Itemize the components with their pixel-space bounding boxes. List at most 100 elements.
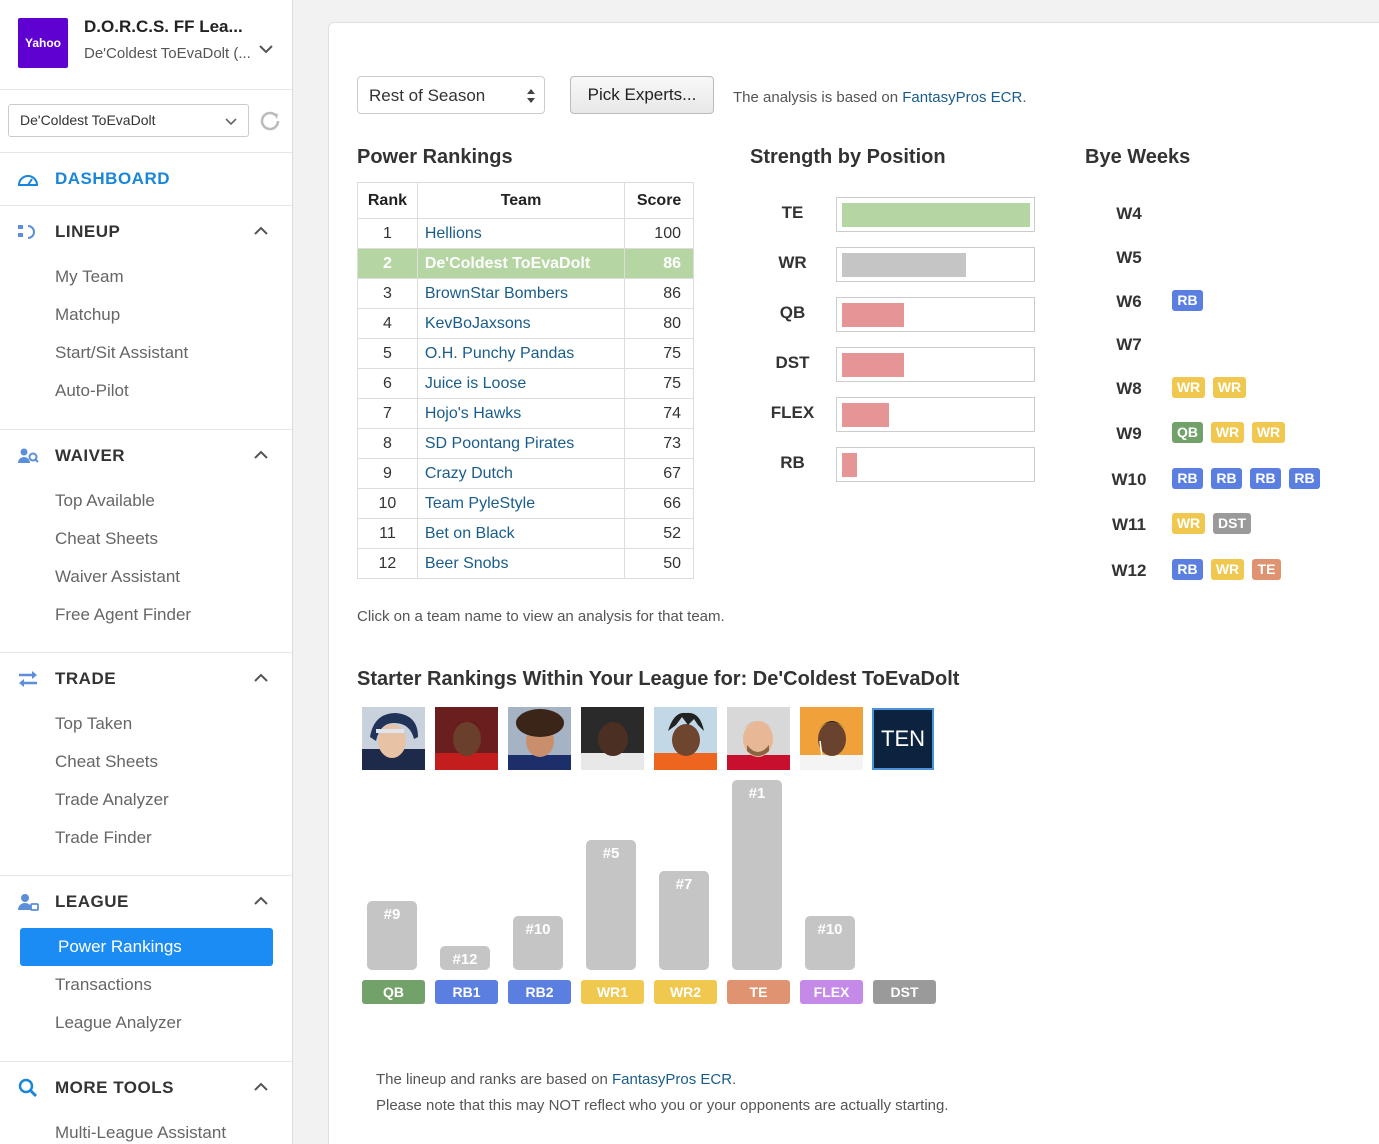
bye-position-tag: DST xyxy=(1213,513,1251,534)
nav-trade-header[interactable]: TRADE xyxy=(0,653,292,705)
rank-label-flex: #10 xyxy=(817,921,843,938)
strength-bar-track xyxy=(836,297,1035,332)
nav-item-multi-league-assistant[interactable]: Multi-League Assistant xyxy=(55,1123,227,1142)
nav-lineup-label: LINEUP xyxy=(55,222,121,241)
strength-label-te: TE xyxy=(781,203,804,222)
team-name-cell: Hojo's Hawks xyxy=(416,398,626,429)
dst-team-logo[interactable]: TEN xyxy=(872,708,934,770)
chevron-up-icon[interactable] xyxy=(251,224,271,238)
team-name-link[interactable]: Beer Snobs xyxy=(424,554,509,572)
season-select[interactable]: Rest of Season xyxy=(357,76,545,114)
nav-item-trade-cheat-sheets[interactable]: Cheat Sheets xyxy=(55,752,159,771)
team-name-link[interactable]: O.H. Punchy Pandas xyxy=(424,344,575,362)
league-switcher[interactable]: Yahoo D.O.R.C.S. FF Lea... De'Coldest To… xyxy=(0,0,292,90)
bye-position-tag: WR xyxy=(1211,559,1244,580)
bye-week-label: W7 xyxy=(1116,335,1142,354)
player-avatar[interactable] xyxy=(654,707,717,770)
swap-icon xyxy=(19,671,37,687)
fantasypros-ecr-link[interactable]: FantasyPros ECR xyxy=(902,89,1023,106)
chevron-down-icon[interactable] xyxy=(257,40,275,58)
bye-weeks-title: Bye Weeks xyxy=(1085,146,1191,168)
team-name-link[interactable]: Hellions xyxy=(424,224,482,242)
chevron-up-icon[interactable] xyxy=(251,1080,271,1094)
player-avatar[interactable] xyxy=(581,707,644,770)
lineup-note: The lineup and ranks are based on Fantas… xyxy=(376,1071,736,1088)
nav-more-tools-header[interactable]: MORE TOOLS xyxy=(0,1062,292,1114)
nav-section-trade: TRADE Top Taken Cheat Sheets Trade Analy… xyxy=(0,653,292,876)
nav-item-waiver-cheat-sheets[interactable]: Cheat Sheets xyxy=(55,529,159,548)
nav-item-waiver-assistant[interactable]: Waiver Assistant xyxy=(55,567,181,586)
bye-position-tag: RB xyxy=(1172,468,1203,489)
team-select[interactable]: De'Coldest ToEvaDolt xyxy=(8,104,249,137)
nav-item-top-available[interactable]: Top Available xyxy=(55,491,155,510)
chevron-down-icon xyxy=(225,118,237,126)
player-avatar[interactable] xyxy=(435,707,498,770)
slot-tag-te: TE xyxy=(727,980,790,1004)
team-name-link[interactable]: Crazy Dutch xyxy=(424,464,513,482)
strength-bar-track xyxy=(836,197,1035,232)
nav-item-transactions[interactable]: Transactions xyxy=(55,975,152,994)
team-name-link[interactable]: BrownStar Bombers xyxy=(424,284,569,302)
nav-item-power-rankings[interactable]: Power Rankings xyxy=(20,928,273,966)
rank-cell: 1 xyxy=(357,218,418,249)
team-name-cell: O.H. Punchy Pandas xyxy=(416,338,626,369)
bye-week-label: W11 xyxy=(1111,515,1147,534)
waiver-icon xyxy=(18,448,39,463)
bye-position-tag: RB xyxy=(1172,559,1203,580)
slot-tag-qb: QB xyxy=(362,980,425,1004)
nav-item-trade-finder[interactable]: Trade Finder xyxy=(55,828,152,847)
team-name-link[interactable]: De'Coldest ToEvaDolt xyxy=(424,254,591,272)
nav-dashboard-label: DASHBOARD xyxy=(55,169,170,188)
score-cell: 74 xyxy=(624,398,694,429)
player-avatar[interactable] xyxy=(800,707,863,770)
refresh-icon[interactable] xyxy=(259,110,283,132)
bye-position-tag: RB xyxy=(1289,468,1320,489)
table-row: 9 Crazy Dutch 67 xyxy=(357,458,694,489)
rank-label-te: #1 xyxy=(748,785,766,802)
nav-waiver-label: WAIVER xyxy=(55,446,126,465)
lineup-note-suffix: . xyxy=(732,1071,737,1088)
nav-league-header[interactable]: LEAGUE xyxy=(0,876,292,928)
nav-item-matchup[interactable]: Matchup xyxy=(55,305,121,324)
chevron-up-icon[interactable] xyxy=(251,894,271,908)
team-name-cell: Hellions xyxy=(416,218,626,249)
player-avatar[interactable] xyxy=(508,707,571,770)
score-cell: 75 xyxy=(624,338,694,369)
team-name-link[interactable]: SD Poontang Pirates xyxy=(424,434,575,452)
nav-item-trade-analyzer[interactable]: Trade Analyzer xyxy=(55,790,169,809)
team-name-cell: De'Coldest ToEvaDolt xyxy=(416,248,626,279)
score-cell: 67 xyxy=(624,458,694,489)
player-avatar[interactable] xyxy=(362,707,425,770)
nav-lineup-header[interactable]: LINEUP xyxy=(0,206,292,258)
nav-item-my-team[interactable]: My Team xyxy=(55,267,124,286)
chevron-up-icon[interactable] xyxy=(251,671,271,685)
pick-experts-button[interactable]: Pick Experts... xyxy=(570,76,714,114)
table-row: 4 KevBoJaxsons 80 xyxy=(357,308,694,339)
rank-cell: 5 xyxy=(357,338,418,369)
nav-item-auto-pilot[interactable]: Auto-Pilot xyxy=(55,381,129,400)
nav-item-free-agent-finder[interactable]: Free Agent Finder xyxy=(55,605,192,624)
team-name-link[interactable]: Bet on Black xyxy=(424,524,515,542)
nav-waiver-header[interactable]: WAIVER xyxy=(0,430,292,482)
nav-item-top-taken[interactable]: Top Taken xyxy=(55,714,133,733)
nav-dashboard[interactable]: DASHBOARD xyxy=(0,153,292,206)
team-name-link[interactable]: KevBoJaxsons xyxy=(424,314,531,332)
strength-label-wr: WR xyxy=(778,253,807,272)
team-name-link[interactable]: Juice is Loose xyxy=(424,374,527,392)
team-name-link[interactable]: Team PyleStyle xyxy=(424,494,536,512)
bye-position-tag: WR xyxy=(1211,422,1244,443)
team-name-link[interactable]: Hojo's Hawks xyxy=(424,404,522,422)
starter-rankings-title: Starter Rankings Within Your League for:… xyxy=(357,668,959,691)
rank-cell: 4 xyxy=(357,308,418,339)
player-avatar[interactable] xyxy=(727,707,790,770)
strength-bar-flex xyxy=(842,403,889,427)
fantasypros-ecr-link-2[interactable]: FantasyPros ECR xyxy=(612,1071,733,1088)
score-cell: 86 xyxy=(624,248,694,279)
nav-item-league-analyzer[interactable]: League Analyzer xyxy=(55,1013,182,1032)
nav-section-lineup: LINEUP My Team Matchup Start/Sit Assista… xyxy=(0,206,292,430)
chevron-up-icon[interactable] xyxy=(251,448,271,462)
rank-label-rb1: #12 xyxy=(452,951,478,968)
nav-item-start-sit[interactable]: Start/Sit Assistant xyxy=(55,343,189,362)
slot-tag-wr2: WR2 xyxy=(654,980,717,1004)
strength-label-rb: RB xyxy=(780,453,805,472)
